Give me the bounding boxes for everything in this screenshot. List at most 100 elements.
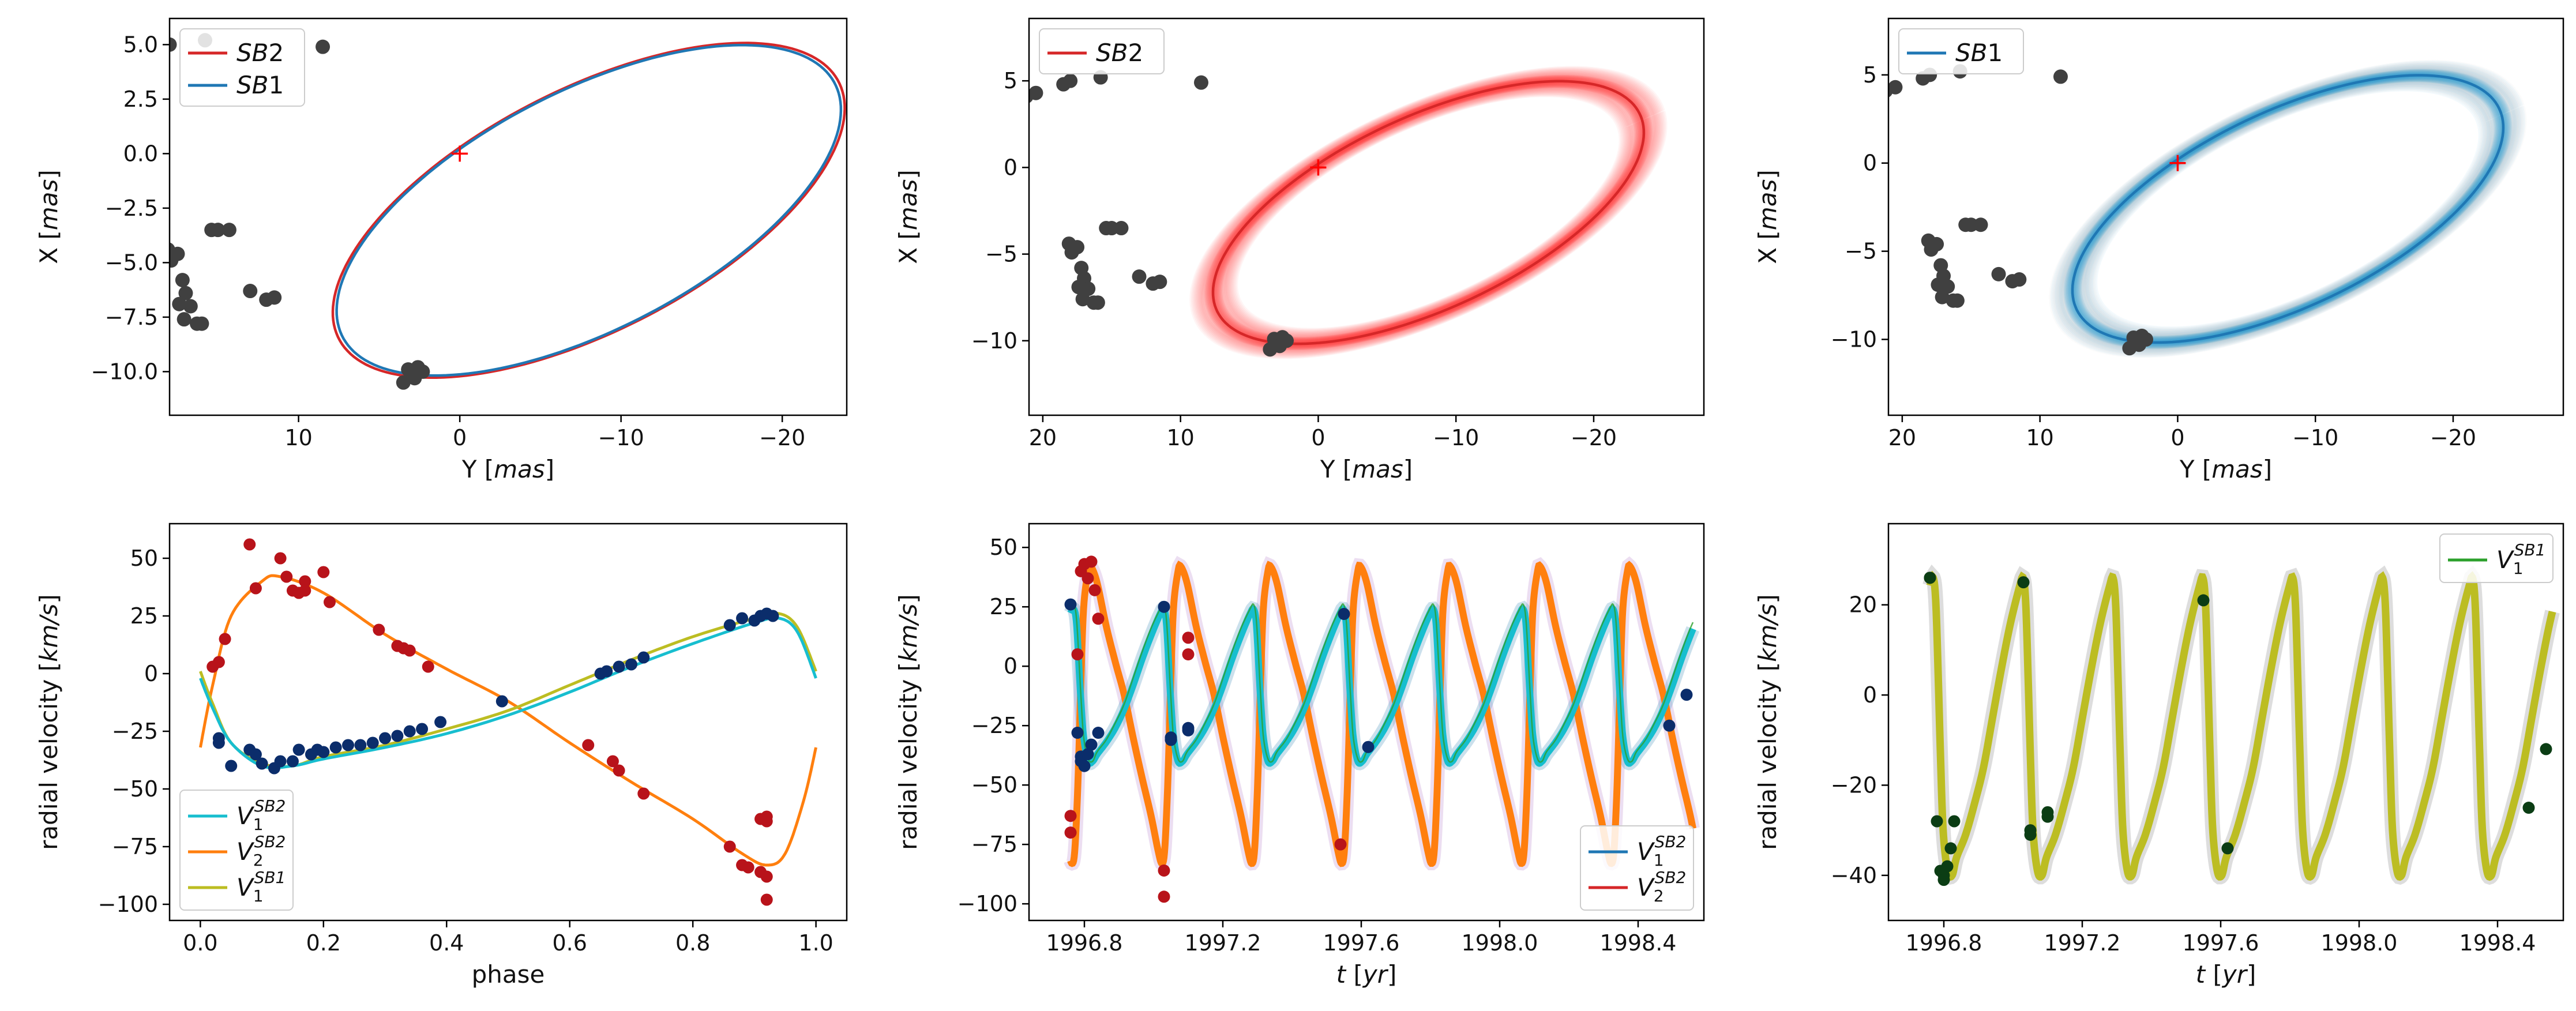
rv-point-v1 (2197, 594, 2210, 607)
posterior-orbit (1211, 77, 1646, 348)
legend: V1SB1 (2439, 533, 2554, 583)
posterior-orbit (1214, 80, 1643, 346)
astrometry-point (2005, 274, 2020, 289)
x-tick-label: 0 (453, 425, 467, 450)
x-tick-label: 0 (1311, 425, 1325, 450)
y-tick-label: −25 (971, 713, 1017, 738)
posterior-orbit (1209, 76, 1647, 349)
legend: SB2 (1039, 28, 1165, 74)
rv-point-v2 (606, 755, 619, 768)
rv-point-v2 (317, 566, 330, 578)
rv-point-v2 (1085, 555, 1098, 568)
x-tick-label: 1996.8 (1046, 930, 1123, 956)
y-tick-label: −2.5 (105, 196, 158, 221)
orbit-panel-sb2-sb1: 10 0 −10 −20 5.0 2.5 0.0 −2.5 −5.0 −7.5 −10.0 Y [ma… (35, 17, 848, 483)
posterior-orbit (2082, 77, 2494, 341)
y-tick-label: 5.0 (123, 32, 158, 57)
rv-point-v2 (212, 656, 225, 668)
rv-point-v1 (625, 658, 637, 671)
posterior-orbit (1205, 75, 1652, 350)
orbit-sb1 (2071, 74, 2505, 344)
curve-v1-sb1 (1926, 570, 2556, 881)
astrometry-point (204, 223, 219, 238)
astrometry-point (175, 273, 190, 288)
rv-point-v1 (212, 736, 225, 749)
rv-point-v1 (1680, 689, 1693, 701)
posterior-orbit (2079, 76, 2497, 343)
astrometry-point (2139, 332, 2154, 347)
astrometry-point (111, 57, 125, 72)
rv-point-v1 (225, 760, 238, 772)
x-tick-label: 10 (2026, 425, 2053, 450)
rv-point-v2 (637, 787, 650, 800)
rv-point-v2 (760, 893, 773, 906)
x-tick-label: 1.0 (798, 930, 833, 956)
rv-point-v2 (1088, 584, 1101, 596)
y-tick-label: 50 (130, 546, 158, 571)
center-marker (1310, 159, 1327, 176)
astrometry-point (1888, 84, 1893, 97)
rv-point-v1 (2540, 743, 2552, 756)
plot-frame (168, 523, 848, 922)
rv-point-v1 (1082, 748, 1094, 761)
y-tick-label: −50 (112, 776, 158, 802)
rv-point-v1 (2522, 802, 2535, 814)
astrometry-point (170, 253, 179, 268)
posterior-orbit (1195, 69, 1662, 356)
x-axis-label: Y [mas] (2179, 455, 2272, 483)
y-axis: 5.0 2.5 0.0 −2.5 −5.0 −7.5 −10.0 (91, 32, 170, 384)
posterior-orbit (1214, 80, 1643, 345)
posterior-orbit (1212, 78, 1645, 347)
rv-point-v2 (723, 840, 736, 853)
astrometry-point (1958, 217, 1973, 232)
posterior-orbit (2072, 73, 2504, 345)
x-axis-label: Y [mas] (1320, 455, 1413, 483)
curve-v1-sb2 (199, 616, 817, 769)
plot-area (198, 538, 818, 906)
posterior-orbit (2074, 74, 2502, 344)
rv-point-v2 (1182, 648, 1195, 661)
legend-label: V1SB1 (236, 868, 286, 905)
rv-point-v1 (613, 660, 625, 673)
posterior-orbit (1201, 72, 1656, 354)
rv-point-v1 (317, 746, 330, 758)
x-tick-label: 20 (1029, 425, 1057, 450)
astrometry-point (1852, 96, 1867, 110)
legend-label: SB2 (236, 39, 284, 67)
y-axis-label: radial velocity [km/s] (1753, 594, 1782, 850)
rv-point-v1 (1182, 724, 1195, 736)
rv-point-v2 (274, 552, 287, 565)
y-tick-label: −5 (1845, 239, 1877, 264)
astrometry-point (993, 102, 1007, 116)
x-axis-label: t [yr] (2196, 960, 2256, 989)
astrometry-point (170, 242, 175, 257)
y-tick-label: 0 (144, 661, 158, 686)
rv-point-v2 (760, 870, 773, 883)
rv-point-v2 (323, 596, 336, 608)
posterior-orbit (1191, 66, 1666, 359)
rv-time-sb2-panel: 1996.8 1997.2 1997.6 1998.0 1998.4 50 25 0 −25 −5… (894, 523, 1705, 989)
posterior-orbit (2050, 61, 2526, 358)
posterior-orbit (1216, 80, 1640, 345)
y-axis-label: X [mas] (894, 170, 922, 264)
astrometry-point (1075, 292, 1090, 307)
rv-point-v2 (373, 623, 385, 636)
x-tick-label: −10 (1433, 425, 1479, 450)
rv-point-v1 (416, 723, 429, 735)
posterior-orbit (2074, 73, 2502, 345)
posterior-orbit (2053, 62, 2523, 356)
rv-point-v1 (1362, 741, 1375, 753)
posterior-orbit (2080, 76, 2496, 341)
plot-frame (1028, 17, 1705, 416)
posterior-orbit (2049, 59, 2527, 358)
astrometry-point (177, 312, 191, 327)
rv-point-v2 (613, 764, 625, 777)
y-tick-label: −10 (1831, 327, 1877, 352)
rv-point-v1 (1937, 874, 1950, 886)
orbit-panel-sb1-posterior: 20 10 0 −10 −20 5 0 −5 −10 Y [mas] X [mas] SB1 (1753, 17, 2564, 483)
y-tick-label: −10 (971, 328, 1017, 354)
legend-box (1898, 28, 2024, 74)
y-tick-label: −10.0 (91, 359, 158, 384)
rv-point-v1 (600, 665, 613, 678)
